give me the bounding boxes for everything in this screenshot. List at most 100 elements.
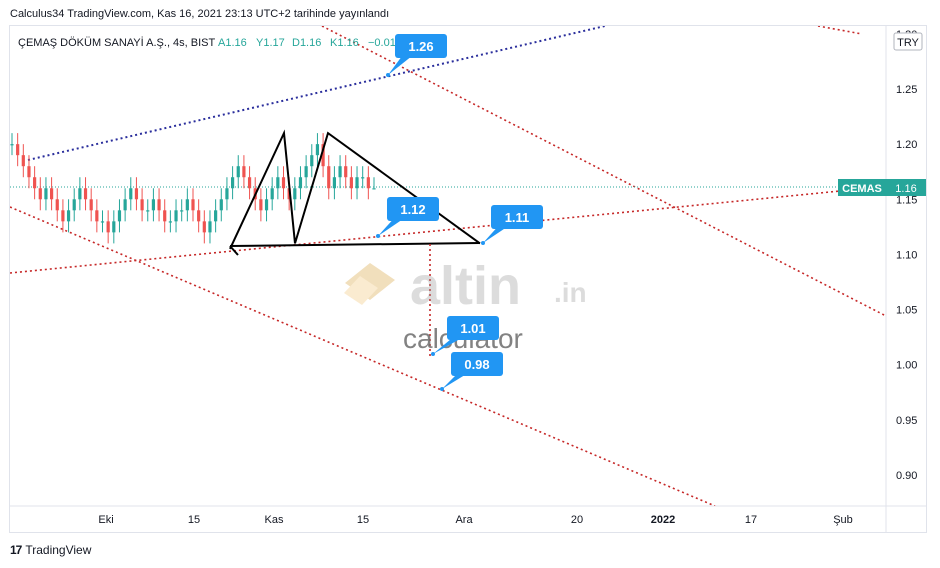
ohlc-change: −0.01: [368, 37, 396, 49]
candle-body: [355, 177, 359, 189]
candle-body: [117, 210, 122, 222]
upper-blue-trendline: [27, 26, 606, 161]
candle-body: [259, 199, 263, 211]
callout-label: 1.12: [400, 202, 425, 217]
candle-body: [151, 199, 156, 211]
candle-body: [163, 210, 167, 222]
y-tick-label: 1.00: [896, 360, 917, 372]
candle-body: [366, 177, 370, 189]
candle-body: [21, 155, 25, 167]
chart-title: ÇEMAŞ DÖKÜM SANAYİ A.Ş., 4s, BIST: [18, 36, 216, 49]
candle-body: [225, 188, 229, 200]
callout-box: [387, 197, 439, 221]
currency-label: TRY: [897, 37, 919, 49]
x-axis: Eki 15 Kas 15 Ara 20 2022 17 Şub: [98, 514, 852, 526]
candle-body: [310, 155, 314, 167]
candle-body: [247, 177, 252, 189]
watermark-suffix: .in: [554, 277, 587, 308]
x-tick-label: 2022: [651, 514, 675, 526]
candle-body: [16, 144, 20, 156]
candle-body: [214, 210, 218, 222]
callout-box: [491, 205, 543, 229]
candlesticks: [10, 133, 376, 244]
candle-body: [270, 188, 274, 200]
chart-frame: [9, 25, 927, 533]
y-tick-label: 0.95: [896, 415, 917, 427]
candle-body: [315, 144, 320, 156]
red-rising-trendline: [10, 190, 841, 274]
candle-body: [372, 188, 376, 190]
candle-body: [72, 199, 76, 211]
candle-body: [349, 177, 353, 189]
candle-body: [129, 188, 133, 200]
candle-body: [106, 221, 110, 233]
candle-body: [33, 177, 37, 189]
x-tick-label: 15: [188, 514, 200, 526]
y-tick-label: 1.05: [896, 305, 917, 317]
candle-body: [281, 177, 286, 189]
candle-body: [83, 188, 88, 200]
candle-body: [304, 166, 308, 178]
candle-body: [293, 188, 297, 200]
y-tick-label: 1.10: [896, 249, 917, 261]
x-tick-label: Ara: [455, 514, 473, 526]
candle-body: [10, 144, 14, 146]
candle-body: [321, 144, 325, 167]
candle-body: [208, 221, 212, 233]
callout-1.26: 1.26: [386, 34, 447, 77]
watermark: altin .in: [344, 256, 587, 316]
candle-body: [168, 221, 172, 223]
callout-box: [451, 352, 503, 376]
candle-body: [242, 166, 246, 178]
pattern-base-line: [229, 242, 481, 247]
price-tag[interactable]: CEMAS 1.16: [838, 179, 926, 196]
candle-body: [61, 210, 65, 222]
ohlc-close: K1.16: [330, 37, 359, 49]
candle-body: [89, 199, 93, 211]
callout-anchor: [440, 387, 444, 391]
red-diagonal-trendline-upper: [321, 26, 886, 317]
tradingview-logo-icon: 17: [10, 543, 22, 557]
candle-body: [27, 166, 31, 178]
y-tick-label: 1.20: [896, 139, 917, 151]
callout-1.11: 1.11: [481, 205, 543, 245]
callout-box: [447, 316, 499, 340]
candle-body: [338, 166, 342, 178]
candle-body: [44, 188, 48, 200]
candle-body: [236, 166, 240, 178]
candle-body: [264, 199, 269, 211]
price-tag-value: 1.16: [895, 183, 916, 195]
price-tag-symbol: CEMAS: [842, 183, 882, 195]
ohlc-high: Y1.17: [256, 37, 285, 49]
candle-body: [197, 210, 201, 222]
candle-body: [146, 210, 150, 212]
red-trendline-top-right: [817, 26, 863, 35]
candle-body: [298, 177, 303, 189]
footer-brand: TradingView: [25, 543, 92, 557]
pattern-left-tick: [229, 245, 239, 256]
callout-anchor: [376, 234, 380, 238]
callout-1.12: 1.12: [376, 197, 439, 238]
candle-body: [134, 188, 139, 200]
candle-body: [276, 177, 280, 189]
ohlc-low: D1.16: [292, 37, 321, 49]
x-tick-label: Eki: [98, 514, 113, 526]
candle-body: [112, 221, 116, 233]
candle-body: [361, 177, 365, 179]
x-tick-label: 15: [357, 514, 369, 526]
red-diagonal-trendline-lower: [10, 206, 716, 506]
altin-logo-icon: [344, 263, 395, 305]
candle-body: [140, 199, 144, 211]
y-tick-label: 1.25: [896, 84, 917, 96]
candle-body: [344, 166, 348, 178]
candle-body: [123, 199, 127, 211]
callout-label: 0.98: [464, 357, 489, 372]
watermark-brand: altin: [410, 256, 521, 316]
callout-label: 1.26: [408, 39, 433, 54]
callout-box: [395, 34, 447, 58]
candle-body: [49, 188, 54, 200]
candle-body: [327, 166, 331, 189]
callout-anchor: [481, 241, 485, 245]
callout-label: 1.11: [505, 210, 530, 225]
